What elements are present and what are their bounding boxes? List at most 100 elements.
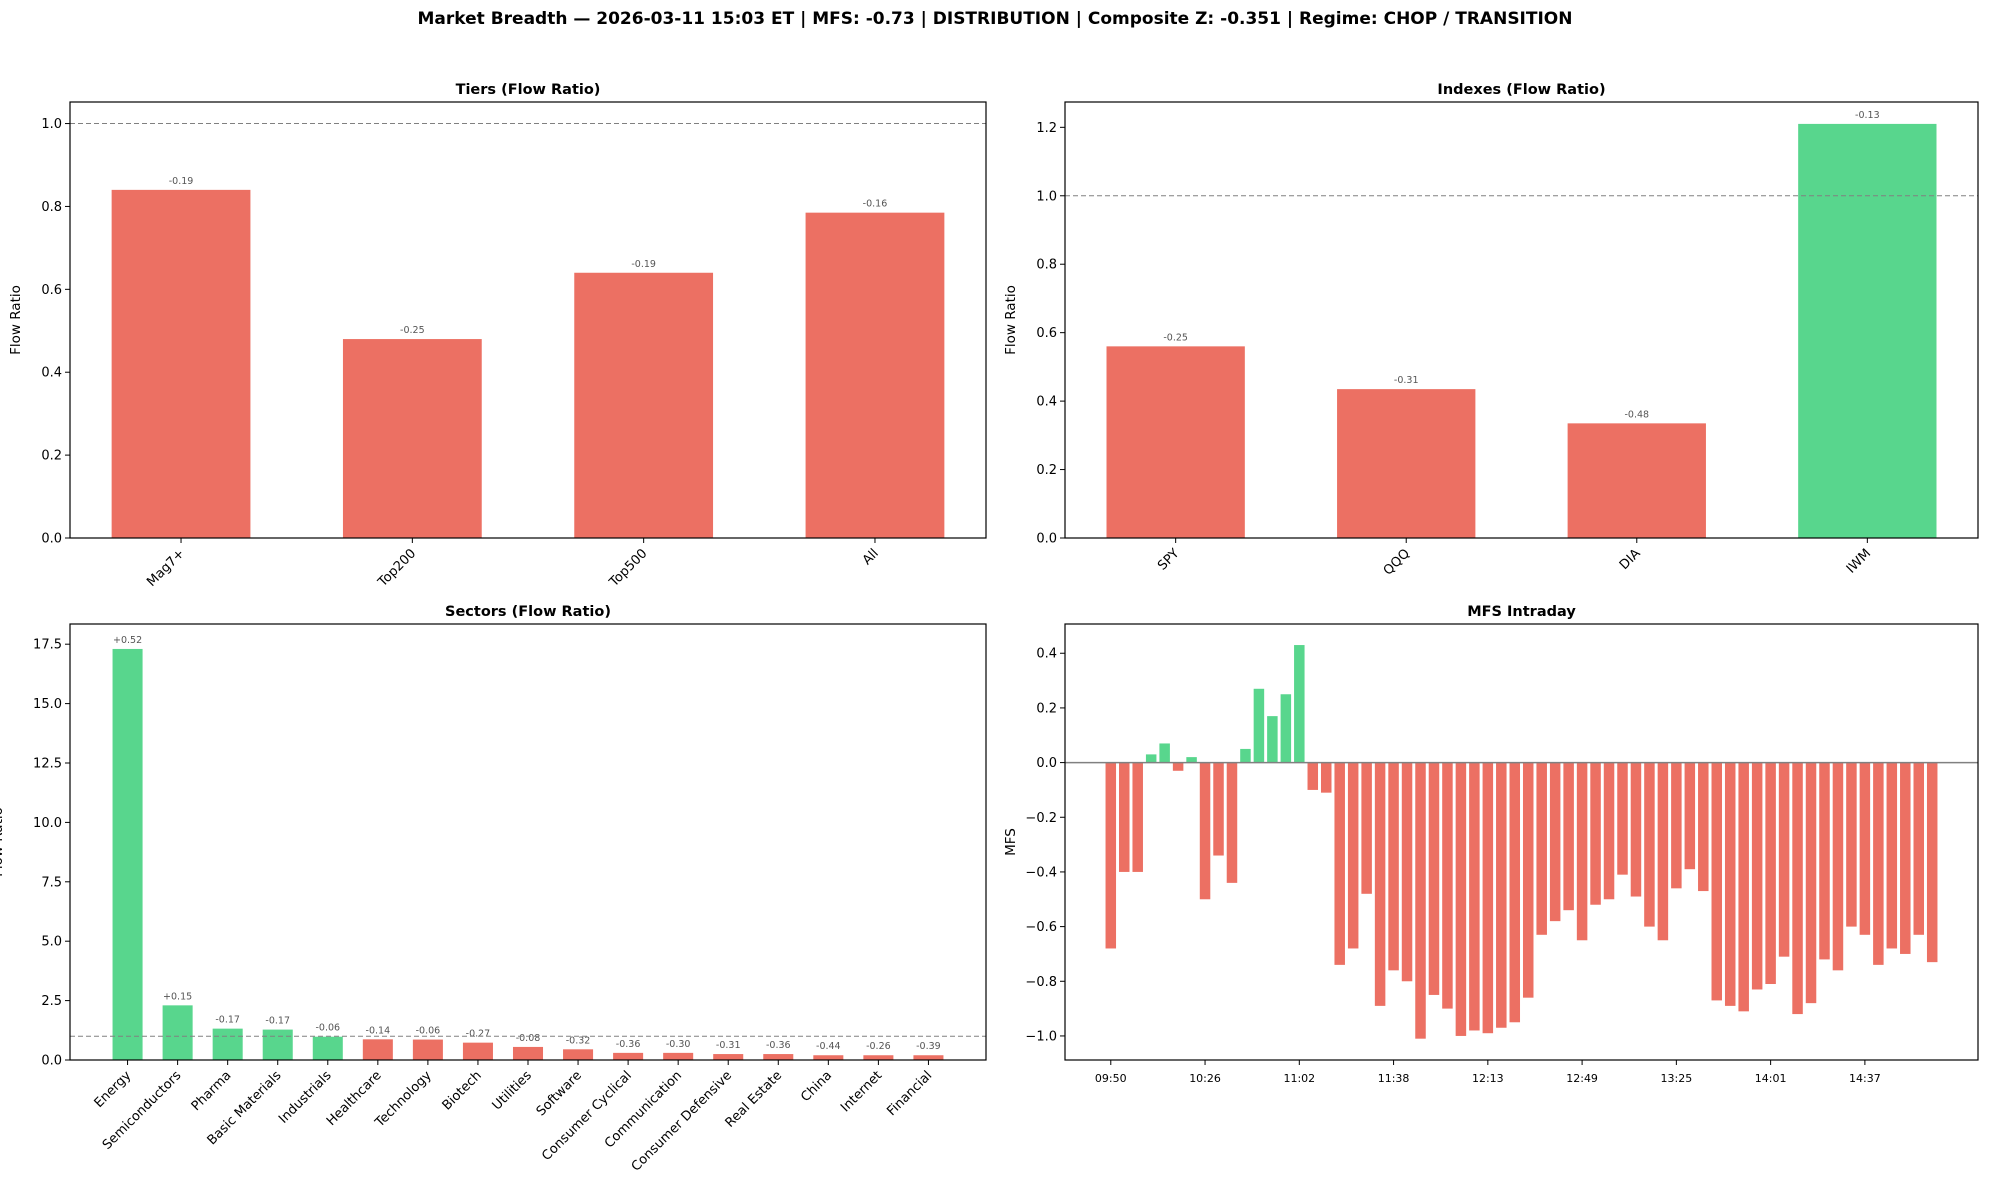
bar	[512, 1046, 544, 1060]
x-tick-label: China	[798, 1068, 835, 1105]
y-tick-label: 1.0	[41, 117, 62, 132]
bar	[613, 1052, 644, 1060]
y-tick-label: 0.2	[1036, 701, 1057, 716]
bar	[863, 1055, 894, 1060]
x-tick-label: Consumer Cyclical	[539, 1068, 635, 1164]
bar	[1522, 762, 1534, 998]
bar-value-label: -0.31	[716, 1040, 741, 1051]
bar	[1563, 762, 1574, 911]
y-tick-label: 0.8	[1036, 258, 1057, 273]
bar	[412, 1039, 443, 1060]
axes-frame	[1064, 101, 1979, 539]
x-tick-label: SPY	[1155, 546, 1182, 573]
bar	[1509, 762, 1521, 1023]
bar	[1576, 762, 1588, 941]
bar	[1172, 762, 1184, 771]
bar	[1294, 645, 1305, 763]
x-tick-label: 12:13	[1472, 1072, 1504, 1085]
bar	[1603, 762, 1615, 900]
bar	[1334, 762, 1345, 965]
y-tick-label: 0.6	[41, 283, 62, 298]
bar	[162, 1005, 193, 1060]
bar	[1738, 762, 1749, 1012]
bar	[1698, 762, 1709, 892]
bar	[1819, 762, 1830, 960]
bar	[1644, 762, 1655, 927]
bar-value-label: -0.19	[169, 176, 194, 187]
bar	[1145, 754, 1157, 763]
bar	[1401, 762, 1413, 982]
bar	[212, 1028, 243, 1060]
bar	[1926, 762, 1938, 963]
bar-value-label: -0.36	[766, 1040, 791, 1051]
y-tick-label: 17.5	[33, 638, 62, 653]
bar-value-label: -0.16	[863, 199, 888, 210]
bar-value-label: -0.06	[416, 1026, 441, 1037]
x-tick-label: Financial	[884, 1068, 935, 1119]
bar	[1442, 762, 1453, 1009]
y-tick-label: 5.0	[41, 935, 62, 950]
y-tick-label: 0.4	[1036, 395, 1057, 410]
axes-frame	[69, 101, 987, 539]
x-tick-label: All	[860, 546, 882, 568]
bar	[1267, 716, 1278, 763]
x-tick-label: Top200	[375, 546, 419, 590]
bar	[1657, 762, 1669, 941]
bar	[112, 648, 143, 1060]
bar	[1913, 762, 1925, 935]
y-tick-label: 1.2	[1036, 121, 1057, 136]
y-axis-label: MFS	[1003, 828, 1019, 856]
y-tick-label: 0.4	[1036, 647, 1057, 662]
y-tick-label: 12.5	[33, 756, 62, 771]
x-tick-label: Biotech	[440, 1068, 485, 1113]
bar	[1213, 762, 1224, 856]
y-tick-label: −1.0	[1025, 1029, 1057, 1044]
y-tick-label: −0.4	[1025, 865, 1057, 880]
bar-value-label: +0.15	[163, 991, 192, 1002]
y-tick-label: 0.4	[41, 366, 62, 381]
bar	[1630, 762, 1642, 897]
chart-title: MFS Intraday	[1467, 604, 1576, 620]
bar	[1469, 762, 1480, 1031]
bar	[805, 212, 945, 539]
y-tick-label: 10.0	[33, 816, 62, 831]
bar-value-label: -0.36	[616, 1039, 641, 1050]
bar	[1671, 762, 1682, 889]
chart-title: Sectors (Flow Ratio)	[445, 604, 611, 620]
bar	[1549, 762, 1561, 922]
bar	[1455, 762, 1467, 1036]
y-axis-label: Flow Ratio	[1003, 285, 1019, 355]
bar	[1859, 762, 1871, 935]
bar	[1765, 762, 1776, 985]
bar	[1590, 762, 1601, 905]
bar	[362, 1039, 393, 1060]
x-tick-label: 09:50	[1095, 1072, 1127, 1085]
y-tick-label: −0.6	[1025, 920, 1057, 935]
bar	[1900, 762, 1911, 954]
bar	[1186, 757, 1197, 763]
x-tick-label: 12:49	[1566, 1072, 1598, 1085]
bar	[1751, 762, 1763, 990]
bar	[111, 189, 251, 539]
bar-value-label: -0.25	[400, 325, 425, 336]
bar	[913, 1055, 944, 1060]
bar	[1105, 762, 1117, 949]
x-tick-label: Top500	[606, 546, 650, 590]
x-tick-label: Internet	[838, 1068, 885, 1115]
y-axis-label: Flow Ratio	[0, 807, 6, 877]
axes-frame	[1064, 623, 1979, 1061]
bar	[1415, 762, 1426, 1039]
bar	[1792, 762, 1803, 1015]
bar	[1132, 762, 1143, 872]
bar-value-label: -0.08	[516, 1033, 541, 1044]
x-tick-label: Consumer Defensive	[629, 1068, 735, 1174]
bar	[1846, 762, 1857, 927]
y-axis-label: Flow Ratio	[8, 285, 24, 355]
x-tick-label: 11:02	[1283, 1072, 1315, 1085]
x-tick-label: Software	[534, 1068, 585, 1119]
bar	[1240, 748, 1251, 763]
bar	[1617, 762, 1628, 875]
x-tick-label: Mag7+	[144, 546, 188, 590]
bar	[1118, 762, 1130, 872]
bar	[1280, 694, 1292, 763]
